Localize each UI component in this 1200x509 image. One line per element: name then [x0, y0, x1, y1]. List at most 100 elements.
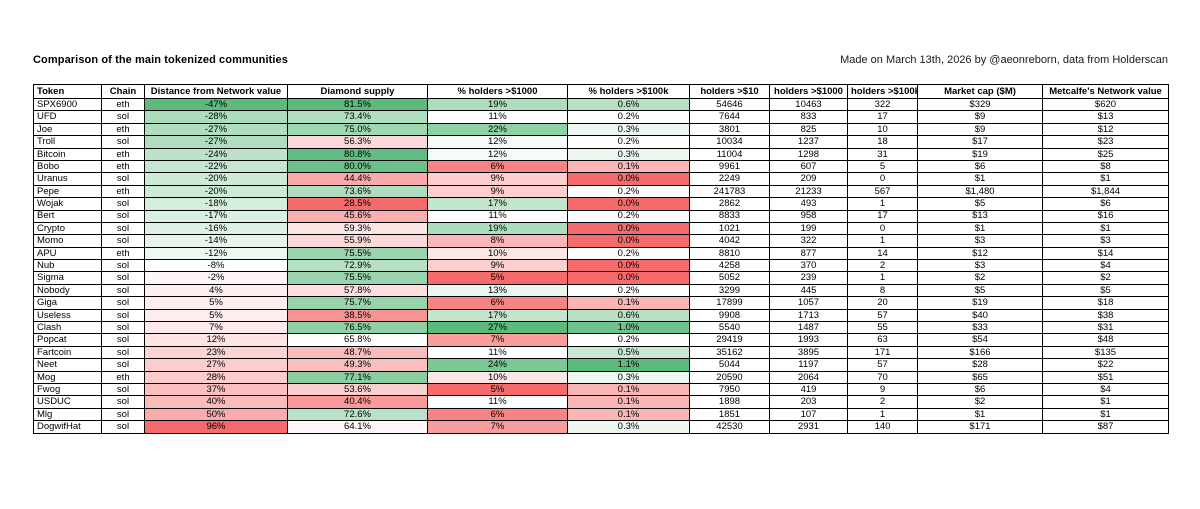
cell-h10: 2249	[689, 172, 770, 186]
cell-mcap: $9	[917, 110, 1043, 124]
cell-metcalfe: $1	[1042, 221, 1169, 236]
cell-h10: 5044	[689, 358, 770, 372]
cell-h10: 7644	[689, 110, 770, 124]
cell-chain: sol	[101, 221, 145, 236]
cell-diamond: 49.3%	[287, 358, 428, 372]
cell-chain: sol	[101, 407, 145, 422]
table-row: UFD sol -28% 73.4% 11% 0.2% 7644 833 17 $9 $13	[33, 110, 1169, 124]
cell-mcap: $2	[917, 395, 1043, 409]
cell-pct100k: 0.3%	[567, 370, 690, 385]
cell-metcalfe: $48	[1042, 333, 1169, 347]
table-row: Nobody sol 4% 57.8% 13% 0.2% 3299 445 8 $5 $5	[33, 283, 1169, 298]
cell-h1000: 1057	[769, 296, 848, 310]
cell-diamond: 53.6%	[287, 382, 428, 397]
cell-mcap: $3	[917, 259, 1043, 273]
cell-metcalfe: $5	[1042, 283, 1169, 298]
table-row: Useless sol 5% 38.5% 17% 0.6% 9908 1713 57 $40 $38	[33, 308, 1169, 323]
cell-h1000: 3895	[769, 345, 848, 360]
table-body: SPX6900 eth -47% 81.5% 19% 0.6% 54646 10463 322 $…	[33, 97, 1169, 434]
cell-pct1000: 12%	[427, 135, 568, 149]
cell-h1000: 958	[769, 209, 848, 223]
cell-pct100k: 0.2%	[567, 333, 690, 347]
cell-token: APU	[33, 246, 102, 261]
cell-metcalfe: $1	[1042, 172, 1169, 186]
cell-token: Pepe	[33, 184, 102, 199]
credit-note: Made on March 13th, 2026 by @aeonreborn,…	[840, 54, 1168, 66]
cell-h1000: 107	[769, 407, 848, 422]
cell-metcalfe: $620	[1042, 97, 1169, 112]
cell-distance: 4%	[144, 283, 288, 298]
cell-chain: eth	[101, 122, 145, 137]
cell-pct1000: 13%	[427, 283, 568, 298]
cell-metcalfe: $1	[1042, 407, 1169, 422]
table-row: Fwog sol 37% 53.6% 5% 0.1% 7950 419 9 $6 $4	[33, 382, 1169, 397]
cell-metcalfe: $51	[1042, 370, 1169, 385]
cell-token: Joe	[33, 122, 102, 137]
cell-pct1000: 11%	[427, 209, 568, 223]
cell-h1000: 1713	[769, 308, 848, 323]
cell-mcap: $54	[917, 333, 1043, 347]
cell-token: USDUC	[33, 395, 102, 409]
cell-h1000: 445	[769, 283, 848, 298]
cell-diamond: 55.9%	[287, 234, 428, 248]
cell-h10: 1898	[689, 395, 770, 409]
column-header-pct1000: % holders >$1000	[427, 84, 568, 99]
cell-h100k: 57	[847, 358, 918, 372]
cell-pct100k: 0.1%	[567, 407, 690, 422]
cell-token: Fwog	[33, 382, 102, 397]
cell-token: Neet	[33, 358, 102, 372]
cell-mcap: $2	[917, 271, 1043, 285]
cell-diamond: 45.6%	[287, 209, 428, 223]
cell-chain: eth	[101, 246, 145, 261]
cell-mcap: $19	[917, 147, 1043, 161]
cell-metcalfe: $13	[1042, 110, 1169, 124]
cell-mcap: $13	[917, 209, 1043, 223]
cell-h10: 11004	[689, 147, 770, 161]
cell-chain: sol	[101, 283, 145, 298]
cell-metcalfe: $4	[1042, 259, 1169, 273]
cell-pct100k: 0.0%	[567, 197, 690, 211]
cell-chain: eth	[101, 159, 145, 174]
cell-diamond: 28.5%	[287, 197, 428, 211]
cell-token: Useless	[33, 308, 102, 323]
cell-h10: 3299	[689, 283, 770, 298]
cell-metcalfe: $1,844	[1042, 184, 1169, 199]
cell-diamond: 65.8%	[287, 333, 428, 347]
cell-diamond: 48.7%	[287, 345, 428, 360]
cell-h10: 7950	[689, 382, 770, 397]
cell-h1000: 493	[769, 197, 848, 211]
cell-pct100k: 0.1%	[567, 296, 690, 310]
cell-mcap: $5	[917, 197, 1043, 211]
cell-h10: 8810	[689, 246, 770, 261]
cell-h10: 54646	[689, 97, 770, 112]
cell-mcap: $28	[917, 358, 1043, 372]
cell-diamond: 64.1%	[287, 420, 428, 434]
cell-pct100k: 0.2%	[567, 184, 690, 199]
cell-h100k: 1	[847, 234, 918, 248]
cell-h10: 1021	[689, 221, 770, 236]
cell-metcalfe: $1	[1042, 395, 1169, 409]
cell-metcalfe: $6	[1042, 197, 1169, 211]
cell-h100k: 1	[847, 197, 918, 211]
cell-token: Sigma	[33, 271, 102, 285]
cell-token: Wojak	[33, 197, 102, 211]
cell-metcalfe: $3	[1042, 234, 1169, 248]
cell-chain: sol	[101, 321, 145, 335]
cell-pct100k: 0.6%	[567, 308, 690, 323]
cell-token: Popcat	[33, 333, 102, 347]
cell-h1000: 21233	[769, 184, 848, 199]
cell-distance: -17%	[144, 209, 288, 223]
cell-metcalfe: $31	[1042, 321, 1169, 335]
cell-pct1000: 7%	[427, 420, 568, 434]
table-row: Mog eth 28% 77.1% 10% 0.3% 20590 2064 70 $65 $51	[33, 370, 1169, 385]
cell-distance: -8%	[144, 259, 288, 273]
cell-token: SPX6900	[33, 97, 102, 112]
cell-h10: 9961	[689, 159, 770, 174]
cell-token: Fartcoin	[33, 345, 102, 360]
cell-diamond: 73.6%	[287, 184, 428, 199]
cell-pct100k: 0.1%	[567, 382, 690, 397]
cell-diamond: 72.6%	[287, 407, 428, 422]
cell-pct1000: 11%	[427, 110, 568, 124]
cell-pct1000: 7%	[427, 333, 568, 347]
